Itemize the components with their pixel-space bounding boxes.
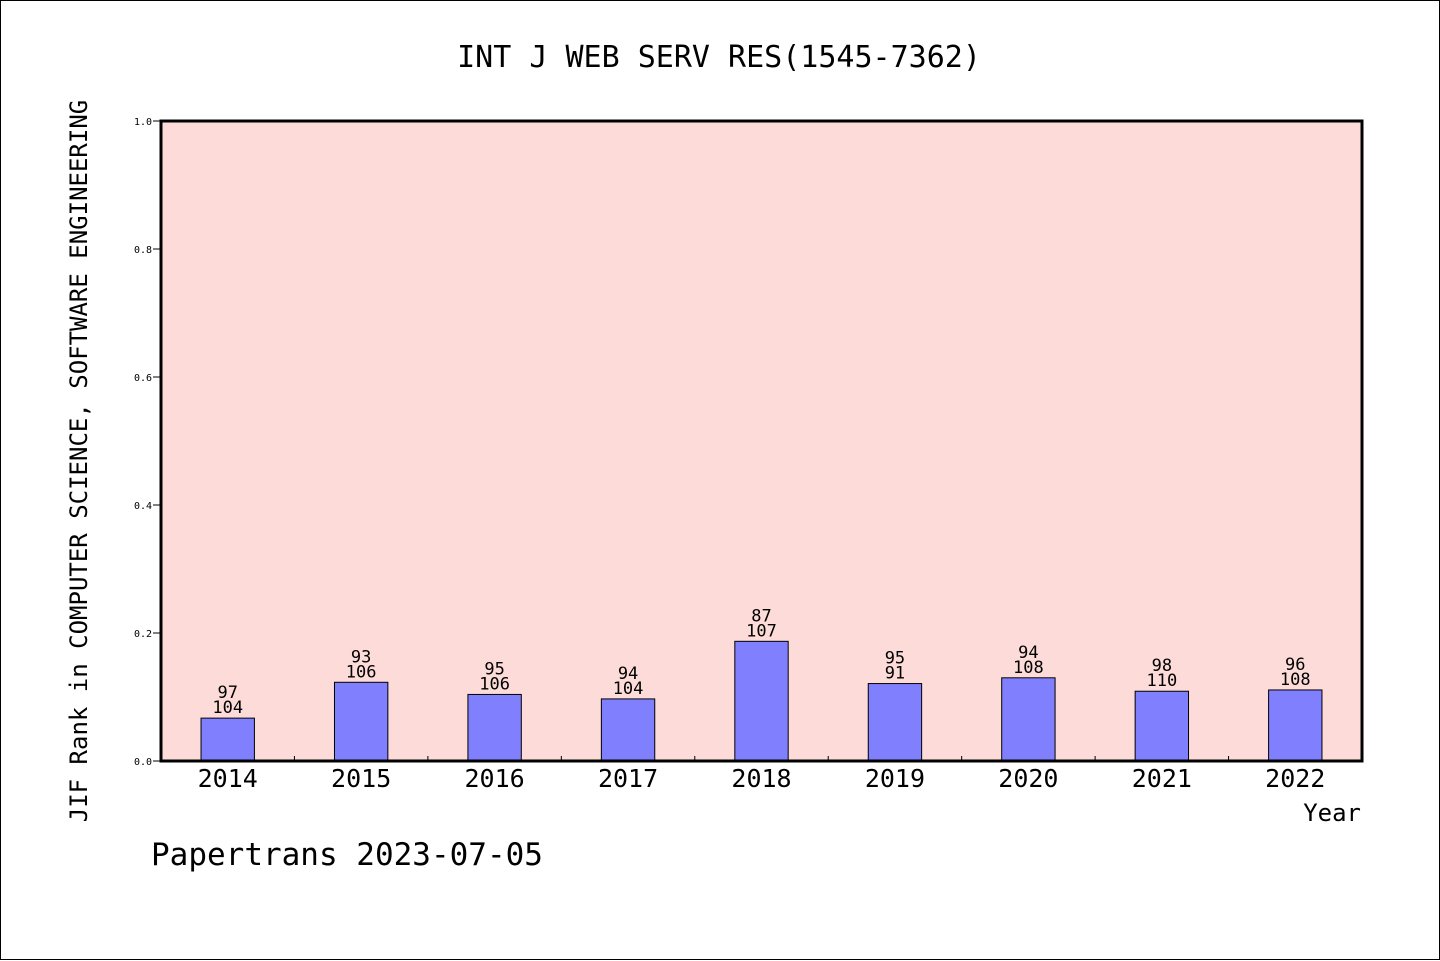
bar [1268, 689, 1323, 762]
bar-total-label: 106 [346, 662, 377, 682]
y-tick-label: 0.0 [134, 757, 152, 768]
bar-total-label: 108 [1280, 670, 1311, 690]
bar [867, 683, 923, 762]
x-tick-label: 2022 [1265, 764, 1325, 793]
bar-total-label: 107 [746, 621, 777, 641]
y-tick-label: 0.2 [134, 629, 152, 640]
y-tick-label: 1.0 [134, 117, 152, 128]
x-tick-label: 2017 [598, 764, 658, 793]
bar [1001, 677, 1056, 762]
x-axis-label: Year [1303, 799, 1361, 827]
x-tick-label: 2019 [865, 764, 925, 793]
plot-border [159, 119, 1364, 763]
x-tick-label: 2018 [731, 764, 791, 793]
y-axis-label: JIF Rank in COMPUTER SCIENCE, SOFTWARE E… [65, 100, 93, 822]
bar [467, 693, 522, 762]
bar [1134, 690, 1190, 762]
bar-total-label: 91 [885, 664, 905, 684]
x-tick-label: 2015 [331, 764, 391, 793]
x-tick-label: 2014 [198, 764, 258, 793]
bar-rank-label: 87 [751, 606, 771, 626]
bar-rank-label: 95 [484, 659, 504, 679]
bar-rank-label: 94 [618, 664, 638, 684]
chart-title: INT J WEB SERV RES(1545-7362) [457, 40, 981, 75]
bar-total-label: 104 [212, 698, 243, 718]
bar [200, 717, 255, 762]
y-tick-label: 0.4 [134, 501, 152, 512]
bar [333, 681, 389, 762]
y-axis: 0.0 0.2 0.4 0.6 0.8 1.0 [134, 117, 161, 768]
footer-credit: Papertrans 2023-07-05 [151, 837, 543, 873]
bar [600, 698, 656, 762]
y-tick-label: 0.8 [134, 245, 152, 256]
y-tick-label: 0.6 [134, 373, 152, 384]
bar-total-label: 108 [1013, 658, 1044, 678]
bar-total-label: 104 [613, 679, 644, 699]
bar-rank-label: 98 [1152, 656, 1172, 676]
x-axis: 2014 2015 2016 2017 2018 2019 2020 2021 2022 [198, 756, 1325, 793]
x-tick-label: 2021 [1132, 764, 1192, 793]
bar [734, 640, 789, 762]
x-tick-label: 2020 [998, 764, 1058, 793]
bar-rank-label: 95 [885, 649, 905, 669]
bar-total-label: 110 [1146, 671, 1177, 691]
bar-rank-label: 94 [1018, 643, 1038, 663]
bar-rank-label: 97 [217, 683, 237, 703]
bar-rank-label: 96 [1285, 655, 1305, 675]
x-tick-label: 2016 [465, 764, 525, 793]
bar-rank-label: 93 [351, 647, 371, 667]
bar-total-label: 106 [479, 674, 510, 694]
